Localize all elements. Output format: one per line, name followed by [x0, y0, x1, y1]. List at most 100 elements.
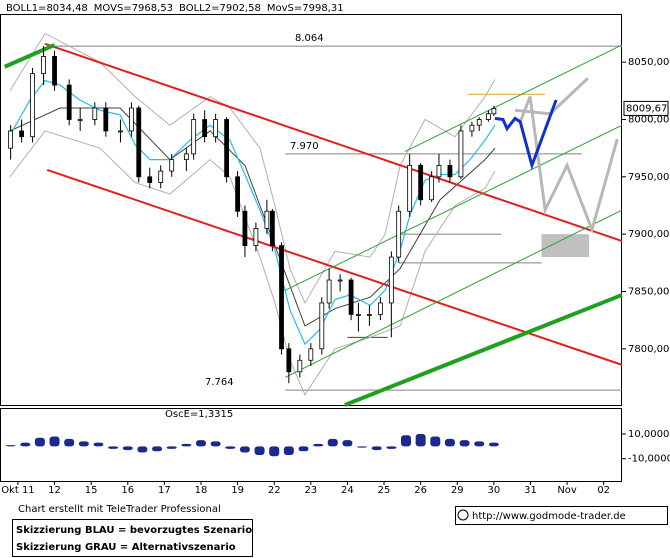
- x-tick-label: 15: [85, 485, 98, 496]
- candle-body: [319, 302, 325, 350]
- oscillator-bar: [78, 441, 89, 447]
- candle-body: [136, 107, 142, 178]
- level-label: 8.064: [295, 33, 324, 44]
- candle-body: [297, 359, 303, 373]
- candle-body: [418, 164, 424, 201]
- y-tick-label: 7800,00: [628, 344, 669, 355]
- y-tick-label: 7850,00: [628, 286, 669, 297]
- oscillator-bar: [166, 446, 177, 449]
- candle-body: [129, 107, 134, 132]
- zone: [541, 234, 590, 258]
- trend-line: [3, 43, 56, 69]
- url-icon: [457, 509, 469, 521]
- trend-line: [494, 99, 558, 171]
- candle-body: [66, 84, 72, 120]
- candle-body: [235, 176, 240, 212]
- x-tick-label: 23: [304, 485, 317, 496]
- x-tick-label: 31: [524, 485, 537, 496]
- candle-body: [485, 113, 491, 120]
- x-tick-label: 17: [158, 485, 171, 496]
- oscillator-bar: [5, 445, 16, 447]
- candle-body: [388, 256, 394, 304]
- candle-body: [458, 130, 464, 178]
- url[interactable]: http://www.godmode-trader.de: [472, 511, 626, 522]
- last-price-box: [623, 100, 669, 116]
- candle-body: [337, 279, 343, 282]
- y-tick-label: 7900,00: [628, 229, 669, 240]
- candle-body: [269, 210, 275, 247]
- y-tick-label: -10,0000: [628, 454, 670, 465]
- note-blue: Skizzierung BLAU = bevorzugtes Szenario: [16, 525, 252, 536]
- candle-body: [279, 245, 284, 350]
- x-tick-label: 18: [195, 485, 208, 496]
- candle-body: [202, 119, 208, 138]
- candle-body: [491, 108, 497, 115]
- oscillator-bar: [313, 443, 324, 447]
- candle-body: [30, 73, 35, 138]
- oscillator-bar: [298, 446, 309, 452]
- candle-body: [348, 279, 354, 315]
- oscillator-bar: [342, 440, 353, 447]
- header-text: BOLL1=8034,48: [6, 3, 88, 14]
- candle-body: [476, 119, 482, 126]
- candle-body: [326, 279, 332, 304]
- y-tick-label: 10,0000: [628, 429, 669, 440]
- candle-body: [41, 56, 46, 75]
- oscillator-bar: [401, 435, 412, 447]
- trend-line: [344, 293, 623, 407]
- x-tick-label: 19: [231, 485, 244, 496]
- indicator-line: [9, 107, 496, 327]
- candle-body: [169, 159, 175, 172]
- credit: Chart erstellt mit TeleTrader Profession…: [18, 504, 221, 515]
- oscillator-bar: [357, 446, 368, 448]
- candle-body: [308, 348, 314, 361]
- candle-body: [52, 56, 57, 86]
- candle-body: [183, 153, 189, 161]
- candle-body: [377, 302, 383, 315]
- oscillator-bar: [459, 440, 470, 447]
- oscillator-bar: [488, 442, 499, 447]
- trend-line: [404, 44, 623, 153]
- oscillator-bar: [64, 438, 75, 447]
- oscillator-bar: [181, 443, 192, 447]
- candle-body: [224, 119, 230, 178]
- candle-body: [447, 164, 453, 178]
- oscillator-bar: [269, 446, 280, 457]
- x-tick-label: 29: [451, 485, 464, 496]
- candle-body: [356, 314, 361, 316]
- x-tick-label: 30: [487, 485, 500, 496]
- candle-body: [242, 210, 248, 247]
- candle-body: [366, 314, 372, 316]
- oscillator-label: OscE=1,3315: [165, 409, 233, 420]
- oscillator-bar: [225, 446, 236, 449]
- candle-body: [253, 228, 259, 247]
- oscillator-bar: [210, 441, 221, 447]
- x-tick-label: 25: [378, 485, 391, 496]
- oscillator-bar: [386, 446, 397, 449]
- oscillator-bar: [34, 437, 45, 447]
- candle-body: [77, 119, 83, 121]
- y-tick-label: 8000,00: [628, 114, 669, 125]
- candle-body: [286, 348, 292, 373]
- x-tick-label: 12: [48, 485, 61, 496]
- trend-line: [518, 96, 619, 235]
- x-tick-label: 22: [268, 485, 281, 496]
- level-label: 7.764: [205, 377, 234, 388]
- oscillator-bar: [108, 446, 119, 449]
- x-tick-label: Okt 11: [1, 485, 35, 496]
- y-tick-label: 7950,00: [628, 172, 669, 183]
- note-box: [12, 519, 253, 557]
- oscillator-bar: [239, 446, 250, 453]
- candle-body: [19, 130, 24, 138]
- oscillator-bar: [137, 446, 148, 453]
- oscillator-bar: [122, 446, 133, 451]
- candle-body: [8, 130, 14, 149]
- y-tick-label: 8050,00: [628, 57, 669, 68]
- x-tick-label: 02: [597, 485, 610, 496]
- oscillator-bar: [327, 438, 338, 447]
- trend-line: [284, 124, 623, 291]
- oscillator-bar: [152, 446, 163, 452]
- header-text: BOLL2=7902,58: [179, 3, 261, 14]
- indicator-line: [9, 32, 496, 305]
